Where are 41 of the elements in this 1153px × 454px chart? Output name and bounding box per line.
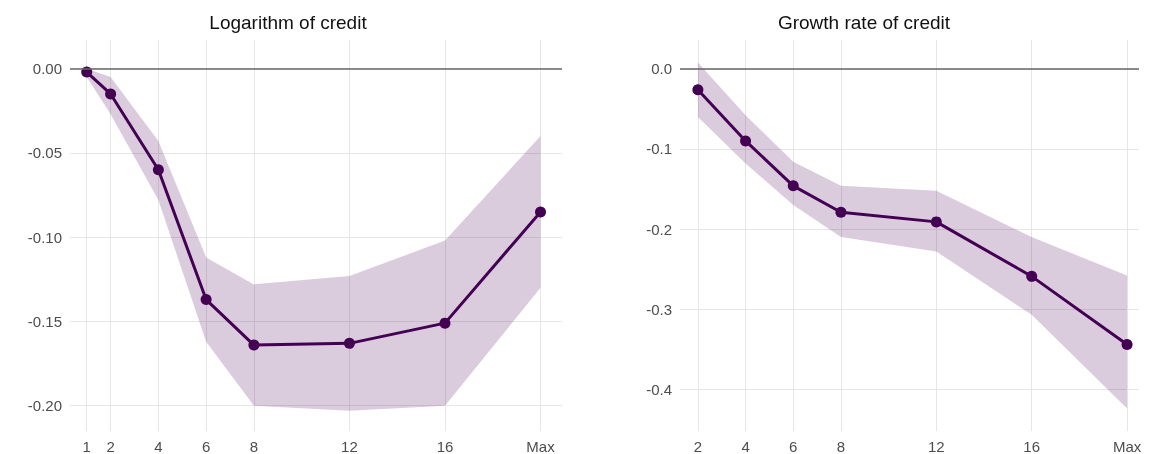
point xyxy=(343,337,355,349)
x-tick-label: 1 xyxy=(82,438,91,454)
point xyxy=(1026,270,1038,282)
y-tick-label: -0.20 xyxy=(27,397,62,415)
chart-title: Growth rate of credit xyxy=(777,12,951,33)
point xyxy=(105,88,117,100)
y-tick-label: -0.1 xyxy=(646,140,672,158)
y-tick-label: 0.00 xyxy=(32,60,62,78)
point xyxy=(535,206,546,218)
x-tick-label: 6 xyxy=(201,438,211,454)
point xyxy=(930,216,942,228)
x-tick-label: 8 xyxy=(836,438,846,454)
x-tick-label: 16 xyxy=(1023,438,1041,454)
point xyxy=(439,317,451,329)
x-tick-label: Max xyxy=(1112,438,1142,454)
x-tick-label: 2 xyxy=(693,438,703,454)
x-tick-label: 6 xyxy=(789,438,798,454)
point xyxy=(200,294,212,306)
y-tick-label: -0.15 xyxy=(27,312,62,330)
chart-title: Logarithm of credit xyxy=(209,12,368,33)
point xyxy=(692,84,704,96)
y-tick-label: -0.05 xyxy=(27,144,62,162)
x-tick-label: 12 xyxy=(927,438,945,454)
x-tick-label: 16 xyxy=(436,438,454,454)
x-tick-label: Max xyxy=(526,438,556,454)
x-tick-label: 2 xyxy=(106,438,115,454)
y-tick-label: -0.2 xyxy=(646,220,672,238)
point xyxy=(835,206,847,218)
x-tick-label: 4 xyxy=(741,438,750,454)
point xyxy=(740,135,752,147)
point xyxy=(787,180,799,192)
point xyxy=(1121,338,1133,350)
x-tick-label: 4 xyxy=(154,438,163,454)
point xyxy=(248,339,260,351)
y-tick-label: 0.0 xyxy=(651,60,672,78)
y-tick-label: -0.3 xyxy=(646,300,672,318)
x-tick-label: 8 xyxy=(249,438,259,454)
x-tick-label: 12 xyxy=(341,438,358,454)
point xyxy=(152,164,164,176)
y-tick-label: -0.10 xyxy=(27,228,62,246)
y-tick-label: -0.4 xyxy=(646,380,672,398)
